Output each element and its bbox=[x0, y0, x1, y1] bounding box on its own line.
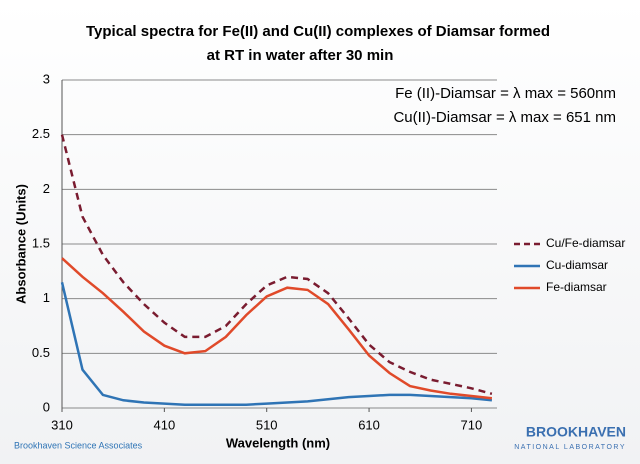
y-tick-label: 0 bbox=[43, 399, 50, 414]
logo-sub: NATIONAL LABORATORY bbox=[514, 444, 626, 451]
legend-label: Fe-diamsar bbox=[546, 280, 607, 294]
x-tick-label: 410 bbox=[154, 417, 176, 432]
series-line bbox=[61, 257, 493, 400]
x-tick-label: 510 bbox=[256, 417, 278, 432]
y-tick-label: 2.5 bbox=[32, 126, 50, 141]
x-tick-label: 310 bbox=[51, 417, 73, 432]
y-tick-label: 1.5 bbox=[32, 235, 50, 250]
y-tick-label: 1 bbox=[43, 290, 50, 305]
x-tick-label: 610 bbox=[358, 417, 380, 432]
series-line bbox=[60, 282, 493, 406]
annotation: Fe (II)-Diamsar = λ max = 560nm bbox=[395, 85, 616, 102]
x-axis-label: Wavelength (nm) bbox=[226, 435, 330, 450]
x-tick-label: 710 bbox=[461, 417, 483, 432]
chart-title: at RT in water after 30 min bbox=[207, 47, 394, 64]
chart-title: Typical spectra for Fe(II) and Cu(II) co… bbox=[86, 23, 550, 40]
annotation: Cu(II)-Diamsar = λ max = 651 nm bbox=[393, 109, 616, 126]
y-tick-label: 3 bbox=[43, 71, 50, 86]
legend-label: Cu/Fe-diamsar bbox=[546, 236, 625, 250]
footer-text: Brookhaven Science Associates bbox=[14, 440, 143, 450]
series-line bbox=[60, 134, 493, 396]
y-tick-label: 0.5 bbox=[32, 345, 50, 360]
logo: BROOKHAVEN bbox=[526, 424, 626, 440]
y-axis-label: Absorbance (Units) bbox=[13, 184, 28, 304]
legend-label: Cu-diamsar bbox=[546, 258, 608, 272]
y-tick-label: 2 bbox=[43, 181, 50, 196]
